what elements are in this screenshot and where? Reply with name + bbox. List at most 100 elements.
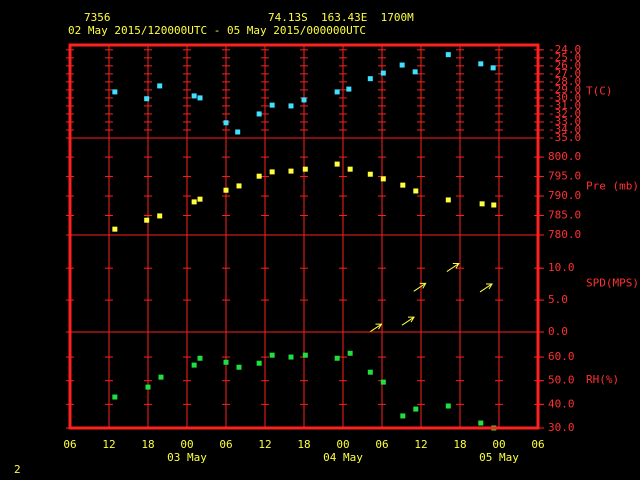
data-point [223,120,229,126]
x-tick-label: 06 [63,438,76,451]
data-point [288,354,294,360]
y-tick-label: -31.0 [548,99,581,112]
data-point [413,406,419,412]
wind-arrow [479,283,493,293]
y-tick-label: 30.0 [548,421,575,434]
data-point [157,83,163,89]
data-point [112,89,118,95]
data-point [346,86,352,92]
x-tick-label: 12 [258,438,271,451]
y-tick-label: -24.0 [548,43,581,56]
data-point [380,379,386,385]
data-point [269,102,275,108]
data-point [302,352,308,358]
y-tick-label: 780.0 [548,228,581,241]
panel-label: SPD(MPS) [586,277,639,290]
data-point [347,166,353,172]
data-point [380,70,386,76]
y-tick-label: -33.0 [548,115,581,128]
data-point [157,213,163,219]
y-tick-label: 60.0 [548,350,575,363]
data-point [478,420,484,426]
data-point [144,217,150,223]
data-point [478,61,484,67]
y-tick-label: 0.0 [548,325,568,338]
data-point [197,355,203,361]
y-tick-label: 785.0 [548,209,581,222]
wind-arrow-part [375,323,383,330]
panel-label: RH(%) [586,373,619,386]
wind-arrow [413,282,427,292]
y-tick-label: -26.0 [548,59,581,72]
y-tick-label: -27.0 [548,67,581,80]
data-point [445,403,451,409]
station-location: 74.13S 163.43E 1700M [268,11,414,24]
data-point [256,173,262,179]
data-point [490,65,496,71]
data-point [400,413,406,419]
data-point [269,352,275,358]
plot-frame [68,43,540,430]
wind-arrow-part [419,282,427,289]
data-point [445,197,451,203]
y-tick-label: -32.0 [548,107,581,120]
data-point [145,384,151,390]
x-tick-label: 06 [531,438,544,451]
day-label: 03 May [167,451,207,464]
y-tick-label: 50.0 [548,374,575,387]
data-point [223,359,229,365]
x-tick-label: 00 [492,438,505,451]
data-point [197,196,203,202]
wind-arrow-part [408,316,415,323]
data-point [491,202,497,208]
data-point [412,69,418,75]
data-point [445,52,451,58]
data-point [197,95,203,101]
x-tick-label: 12 [102,438,115,451]
x-tick-label: 06 [375,438,388,451]
data-point [144,96,150,102]
data-point [256,360,262,366]
data-point [112,394,118,400]
y-tick-label: -25.0 [548,51,581,64]
wind-arrow-part [369,323,382,333]
data-point [347,350,353,356]
y-tick-label: -35.0 [548,131,581,144]
data-point [380,176,386,182]
data-point [236,183,242,189]
x-tick-label: 18 [453,438,466,451]
y-tick-label: -30.0 [548,91,581,104]
panel-label: Pre (mb) [586,180,639,193]
wind-arrow-part [452,263,460,269]
data-point [334,355,340,361]
x-tick-label: 18 [297,438,310,451]
wind-arrow [401,316,415,326]
page-number: 2 [14,463,21,476]
data-point [158,374,164,380]
data-point [191,93,197,99]
data-point [399,62,405,68]
wind-arrow [446,263,460,272]
data-point [367,76,373,82]
wind-arrow-part [413,282,426,292]
data-point [269,169,275,175]
wind-arrow-part [486,283,493,290]
y-tick-label: 10.0 [548,261,575,274]
data-point [288,168,294,174]
data-point [191,199,197,205]
data-point [413,188,419,194]
y-tick-label: -34.0 [548,123,581,136]
y-tick-label: 40.0 [548,397,575,410]
data-point [367,171,373,177]
y-tick-label: 790.0 [548,189,581,202]
panel-label: T(C) [586,85,613,98]
x-tick-label: 12 [414,438,427,451]
data-point [479,201,485,207]
x-tick-label: 00 [180,438,193,451]
time-period: 02 May 2015/120000UTC - 05 May 2015/0000… [68,24,366,37]
data-point [400,182,406,188]
day-label: 04 May [323,451,363,464]
data-point [256,111,262,117]
data-point [235,129,241,135]
